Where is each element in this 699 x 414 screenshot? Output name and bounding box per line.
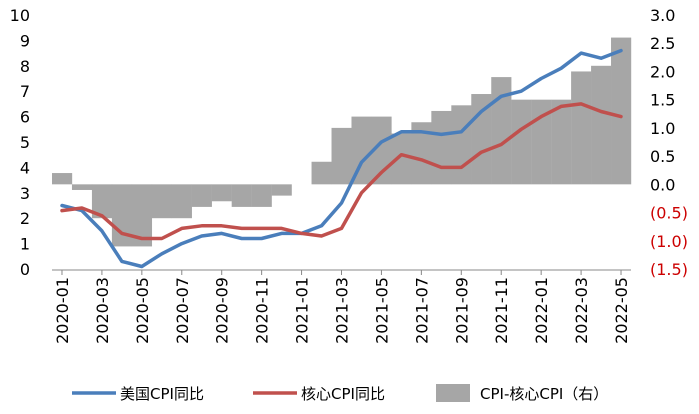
bar-2020-07 — [171, 184, 192, 219]
bar-2022-02 — [551, 99, 572, 185]
bar-2021-07 — [411, 122, 432, 185]
bar-2022-04 — [591, 65, 612, 185]
left-tick-label: 6 — [20, 108, 30, 127]
right-tick-label: 1.0 — [650, 119, 675, 138]
bar-2021-09 — [451, 105, 472, 185]
right-tick-label: (0.5) — [650, 204, 688, 223]
x-tick-label: 2020-07 — [173, 277, 192, 344]
bar-series — [52, 37, 632, 247]
bar-2020-04 — [111, 184, 133, 247]
x-tick-label: 2020-11 — [253, 277, 272, 344]
bar-2020-12 — [271, 184, 292, 196]
legend: 美国CPI同比 核心CPI同比 CPI-核心CPI（右） — [72, 384, 608, 403]
bar-2020-08 — [191, 184, 212, 207]
bar-2020-05 — [131, 184, 153, 247]
bar-2021-08 — [431, 110, 452, 185]
left-axis: 0 1 2 3 4 5 6 7 8 9 10 — [10, 6, 30, 279]
x-tick-label: 2021-09 — [452, 277, 471, 344]
x-tick-label: 2020-05 — [133, 277, 152, 344]
left-tick-label: 10 — [10, 6, 30, 25]
x-tick-label: 2022-01 — [532, 277, 551, 344]
x-tick-label: 2020-01 — [53, 277, 72, 344]
left-tick-label: 3 — [20, 184, 30, 203]
legend-label: CPI-核心CPI（右） — [480, 385, 608, 403]
legend-label: 核心CPI同比 — [301, 385, 385, 403]
right-tick-label: (1.5) — [650, 260, 688, 279]
series-line-2 — [60, 102, 623, 241]
bar-2020-01 — [52, 173, 73, 185]
right-tick-label: (1.0) — [650, 232, 688, 251]
left-tick-label: 5 — [20, 133, 30, 152]
right-tick-label: 0.5 — [650, 147, 675, 166]
legend-label: 美国CPI同比 — [120, 385, 204, 403]
right-tick-label: 1.5 — [650, 91, 675, 110]
series-line-1 — [60, 48, 623, 269]
line-series — [60, 48, 623, 269]
x-tick-label: 2020-09 — [213, 277, 232, 344]
bar-2021-11 — [491, 77, 512, 185]
x-tick-label: 2021-11 — [492, 277, 511, 344]
bar-2022-03 — [571, 71, 592, 185]
x-tick-label: 2020-03 — [93, 277, 112, 344]
right-axis: 3.0 2.5 2.0 1.5 1.0 0.5 0.0 (0.5) (1.0) (1.5) — [650, 6, 688, 279]
bar-2020-11 — [251, 184, 272, 207]
left-tick-label: 0 — [20, 260, 30, 279]
right-tick-label: 0.0 — [650, 175, 675, 194]
x-tick-label: 2021-01 — [293, 277, 312, 344]
right-tick-label: 3.0 — [650, 6, 675, 25]
left-tick-label: 8 — [20, 57, 30, 76]
x-tick-label: 2022-05 — [612, 277, 631, 344]
right-tick-label: 2.0 — [650, 62, 675, 81]
left-tick-label: 2 — [20, 209, 30, 228]
bar-2022-05 — [611, 37, 632, 185]
bar-2020-02 — [71, 184, 93, 190]
bar-2020-03 — [91, 184, 113, 219]
left-tick-label: 1 — [20, 235, 30, 254]
bar-2021-12 — [511, 99, 532, 185]
bar-2020-09 — [211, 184, 232, 202]
left-tick-label: 4 — [20, 158, 30, 177]
bar-2021-04 — [351, 116, 372, 185]
x-tick-label: 2021-07 — [412, 277, 431, 344]
x-tick-label: 2022-03 — [572, 277, 591, 344]
bar-2021-03 — [331, 127, 352, 185]
bar-2021-06 — [391, 133, 412, 185]
legend-swatch — [436, 384, 470, 402]
left-tick-label: 9 — [20, 31, 30, 50]
left-tick-label: 7 — [20, 82, 30, 101]
right-tick-label: 2.5 — [650, 34, 675, 53]
bar-2020-10 — [231, 184, 252, 207]
x-tick-label: 2021-03 — [333, 277, 352, 344]
x-tick-label: 2021-05 — [372, 277, 391, 344]
bar-2021-02 — [311, 161, 332, 185]
x-axis: 2020-01 2020-03 2020-05 2020-07 2020-09 2020-… — [53, 270, 631, 344]
bar-2020-06 — [151, 184, 172, 219]
